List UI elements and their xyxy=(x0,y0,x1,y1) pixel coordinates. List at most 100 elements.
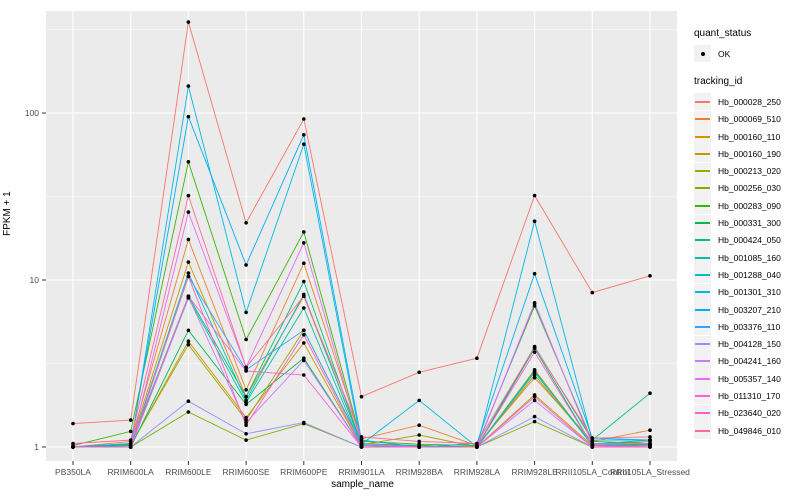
x-tick-label: RRIM928BA xyxy=(396,467,444,477)
x-tick-label: RRIM600LE xyxy=(165,467,212,477)
legend-key-line-icon xyxy=(694,283,711,301)
legend-item-label: Hb_005357_140 xyxy=(718,373,781,384)
data-point xyxy=(359,442,364,447)
data-point xyxy=(244,394,248,399)
legend-item: Hb_000160_110 xyxy=(694,128,798,146)
data-point xyxy=(359,435,364,439)
data-point xyxy=(417,445,422,449)
legend-key-line-icon xyxy=(694,231,711,249)
legend-item: Hb_000331_300 xyxy=(694,214,798,232)
data-point xyxy=(244,263,248,267)
data-point xyxy=(302,341,306,345)
x-tick-label: RRII105LA_Control xyxy=(555,467,629,477)
data-point xyxy=(475,445,479,449)
x-tick-label: RRIM928LA xyxy=(454,467,501,477)
data-point xyxy=(186,339,191,344)
data-point xyxy=(648,435,652,439)
legend-key-line-icon xyxy=(694,145,711,163)
legend-series-list: Hb_000028_250 Hb_000069_510 Hb_000160_110 H… xyxy=(694,93,798,440)
data-point xyxy=(532,419,537,424)
data-point xyxy=(186,274,191,279)
data-point xyxy=(244,418,248,422)
legend-key-line-icon xyxy=(694,249,711,267)
legend-item: Hb_049846_010 xyxy=(694,422,798,440)
legend-item-label: Hb_000331_300 xyxy=(718,218,781,229)
y-tick-label: 1 xyxy=(34,442,39,452)
legend-item-label: Hb_004241_160 xyxy=(718,356,781,367)
data-point xyxy=(532,414,537,419)
legend-item-label: Hb_000069_510 xyxy=(718,114,781,125)
legend-key-line-icon xyxy=(694,93,711,111)
data-point xyxy=(417,423,422,428)
legend-item-label: Hb_049846_010 xyxy=(718,425,781,436)
legend-item: Hb_005357_140 xyxy=(694,370,798,388)
legend-item: Hb_000160_190 xyxy=(694,145,798,163)
data-point xyxy=(244,432,248,436)
legend-item: Hb_000213_020 xyxy=(694,162,798,180)
legend-item-label: Hb_004128_150 xyxy=(718,339,781,350)
legend-item: Hb_004241_160 xyxy=(694,352,798,370)
data-point xyxy=(417,433,422,437)
legend-key-line-icon xyxy=(694,110,711,128)
data-point xyxy=(186,328,191,333)
legend-title-quant-status: quant_status xyxy=(694,28,752,39)
data-point xyxy=(244,398,248,403)
legend-item-label: Hb_000160_110 xyxy=(718,131,781,142)
legend-item-label: Hb_001301_310 xyxy=(718,287,781,298)
legend-item-label: Hb_000283_090 xyxy=(718,200,781,211)
data-point xyxy=(71,441,75,446)
data-point xyxy=(128,445,133,449)
data-point xyxy=(302,328,306,333)
y-axis-title: FPKM + 1 xyxy=(2,191,13,236)
data-point xyxy=(244,365,248,370)
data-point xyxy=(302,261,306,266)
x-tick-label: RRIM600LA xyxy=(108,467,155,477)
data-point xyxy=(302,373,306,377)
legend-key-line-icon xyxy=(694,266,711,284)
data-point xyxy=(532,193,537,198)
data-point xyxy=(532,350,537,354)
legend-item-label: Hb_000424_050 xyxy=(718,235,781,246)
legend-item-label: Hb_000213_020 xyxy=(718,166,781,177)
legend-item-label: Hb_003207_210 xyxy=(718,304,781,315)
data-point xyxy=(71,445,75,449)
legend-item-label: Hb_011310_170 xyxy=(718,390,781,401)
legend-item: Hb_000424_050 xyxy=(694,231,798,249)
legend-item-label: Hb_000160_190 xyxy=(718,148,781,159)
data-point xyxy=(244,369,248,373)
data-point xyxy=(302,306,306,310)
data-point xyxy=(186,114,191,119)
data-point xyxy=(244,415,248,420)
data-point xyxy=(475,356,479,361)
legend-item-label: Hb_000028_250 xyxy=(718,96,781,107)
legend-item: Hb_000028_250 xyxy=(694,93,798,111)
legend-item: Hb_000256_030 xyxy=(694,179,798,197)
y-tick-label: 100 xyxy=(25,108,39,118)
data-point xyxy=(302,142,306,146)
data-point xyxy=(648,274,652,278)
data-point xyxy=(417,439,422,444)
legend-key-line-icon xyxy=(694,214,711,232)
data-point xyxy=(359,445,364,449)
legend-key-line-icon xyxy=(694,352,711,370)
legend-item-label: Hb_003376_110 xyxy=(718,321,781,332)
data-point xyxy=(71,421,75,426)
data-point xyxy=(302,133,306,137)
legend-key-line-icon xyxy=(694,422,711,440)
data-point xyxy=(532,373,537,377)
legend-item: Hb_000069_510 xyxy=(694,110,798,128)
data-point xyxy=(532,394,537,399)
data-point xyxy=(302,117,306,121)
data-point xyxy=(186,410,191,414)
data-point xyxy=(302,241,306,245)
legend-item-label: Hb_001085_160 xyxy=(718,252,781,263)
legend-key-line-icon xyxy=(694,335,711,353)
legend-item: Hb_011310_170 xyxy=(694,387,798,405)
data-point xyxy=(128,418,133,422)
legend-title-tracking-id: tracking_id xyxy=(694,76,743,88)
data-point xyxy=(532,375,537,380)
legend-key-line-icon xyxy=(694,370,711,388)
legend-key-line-icon xyxy=(694,387,711,405)
data-point xyxy=(244,221,248,225)
